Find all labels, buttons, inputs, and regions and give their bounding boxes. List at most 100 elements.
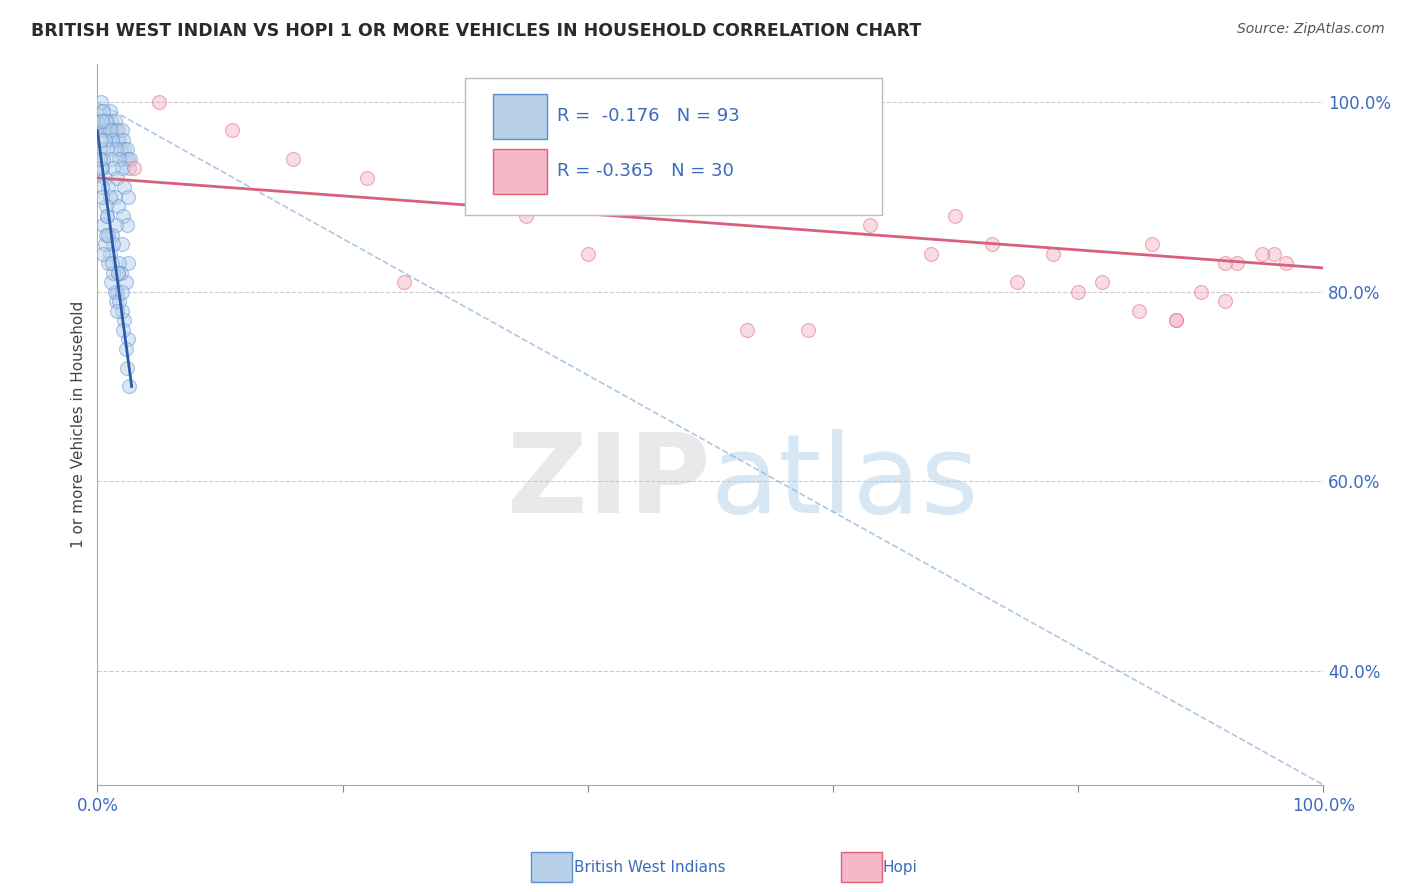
Y-axis label: 1 or more Vehicles in Household: 1 or more Vehicles in Household: [72, 301, 86, 548]
Point: [91, 114, 114, 128]
Point: [1042, 246, 1064, 260]
Point: [114, 342, 136, 356]
Point: [105, 133, 128, 147]
Point: [105, 303, 128, 318]
Point: [112, 133, 135, 147]
Point: [91, 161, 114, 176]
Point: [148, 95, 170, 109]
Point: [112, 209, 135, 223]
Point: [115, 360, 138, 375]
Point: [120, 152, 142, 166]
Point: [89, 104, 111, 119]
Point: [112, 313, 135, 327]
Point: [89, 152, 111, 166]
Point: [1189, 285, 1212, 299]
Point: [1213, 294, 1236, 309]
Point: [97, 227, 120, 242]
Point: [93, 237, 115, 252]
Point: [115, 219, 138, 233]
Point: [114, 152, 136, 166]
Point: [96, 142, 118, 156]
Point: [117, 190, 139, 204]
Point: [392, 275, 415, 289]
Point: [100, 114, 122, 128]
Point: [105, 285, 128, 299]
Point: [101, 123, 124, 137]
Point: [117, 152, 139, 166]
Point: [1164, 313, 1187, 327]
Point: [945, 209, 967, 223]
Point: [90, 95, 112, 109]
Point: [1213, 256, 1236, 270]
Point: [735, 322, 758, 336]
Point: [576, 246, 599, 260]
Point: [93, 152, 115, 166]
Point: [112, 322, 135, 336]
Point: [114, 275, 136, 289]
Point: [118, 161, 141, 176]
Point: [94, 114, 117, 128]
Point: [93, 219, 115, 233]
Point: [662, 170, 685, 185]
Point: [103, 237, 125, 252]
Point: [356, 170, 378, 185]
Point: [111, 303, 134, 318]
Point: [93, 114, 115, 128]
Point: [90, 114, 112, 128]
Point: [104, 123, 127, 137]
Point: [101, 227, 124, 242]
Point: [112, 180, 135, 194]
Point: [1275, 256, 1298, 270]
Point: [89, 142, 111, 156]
Point: [122, 161, 145, 176]
Text: Source: ZipAtlas.com: Source: ZipAtlas.com: [1237, 22, 1385, 37]
Text: R = -0.365   N = 30: R = -0.365 N = 30: [557, 161, 734, 179]
Point: [94, 227, 117, 242]
Point: [101, 256, 124, 270]
Point: [108, 152, 131, 166]
Text: R =  -0.176   N = 93: R = -0.176 N = 93: [557, 107, 740, 125]
Point: [101, 133, 124, 147]
Point: [100, 152, 122, 166]
Point: [94, 123, 117, 137]
Text: ZIP: ZIP: [508, 428, 710, 535]
Point: [93, 104, 115, 119]
Point: [1164, 313, 1187, 327]
Point: [104, 142, 127, 156]
Point: [107, 199, 129, 213]
Point: [108, 256, 131, 270]
Point: [108, 133, 131, 147]
Point: [98, 104, 121, 119]
Point: [90, 161, 112, 176]
Point: [103, 114, 125, 128]
FancyBboxPatch shape: [494, 95, 547, 139]
Point: [118, 379, 141, 393]
Point: [91, 180, 114, 194]
Point: [1091, 275, 1114, 289]
Point: [115, 142, 138, 156]
Point: [103, 266, 125, 280]
Point: [107, 266, 129, 280]
Point: [91, 190, 114, 204]
Point: [111, 123, 134, 137]
Point: [1140, 237, 1163, 252]
Point: [91, 123, 114, 137]
Text: Hopi: Hopi: [883, 860, 918, 874]
Point: [94, 199, 117, 213]
Point: [111, 161, 134, 176]
Point: [103, 190, 125, 204]
Point: [97, 123, 120, 137]
Point: [97, 180, 120, 194]
Point: [93, 246, 115, 260]
Point: [858, 219, 880, 233]
Text: British West Indians: British West Indians: [574, 860, 725, 874]
FancyBboxPatch shape: [465, 78, 882, 215]
Point: [117, 256, 139, 270]
Point: [97, 256, 120, 270]
Point: [90, 133, 112, 147]
Point: [98, 123, 121, 137]
Point: [112, 142, 135, 156]
Point: [920, 246, 942, 260]
Point: [96, 114, 118, 128]
Point: [98, 246, 121, 260]
